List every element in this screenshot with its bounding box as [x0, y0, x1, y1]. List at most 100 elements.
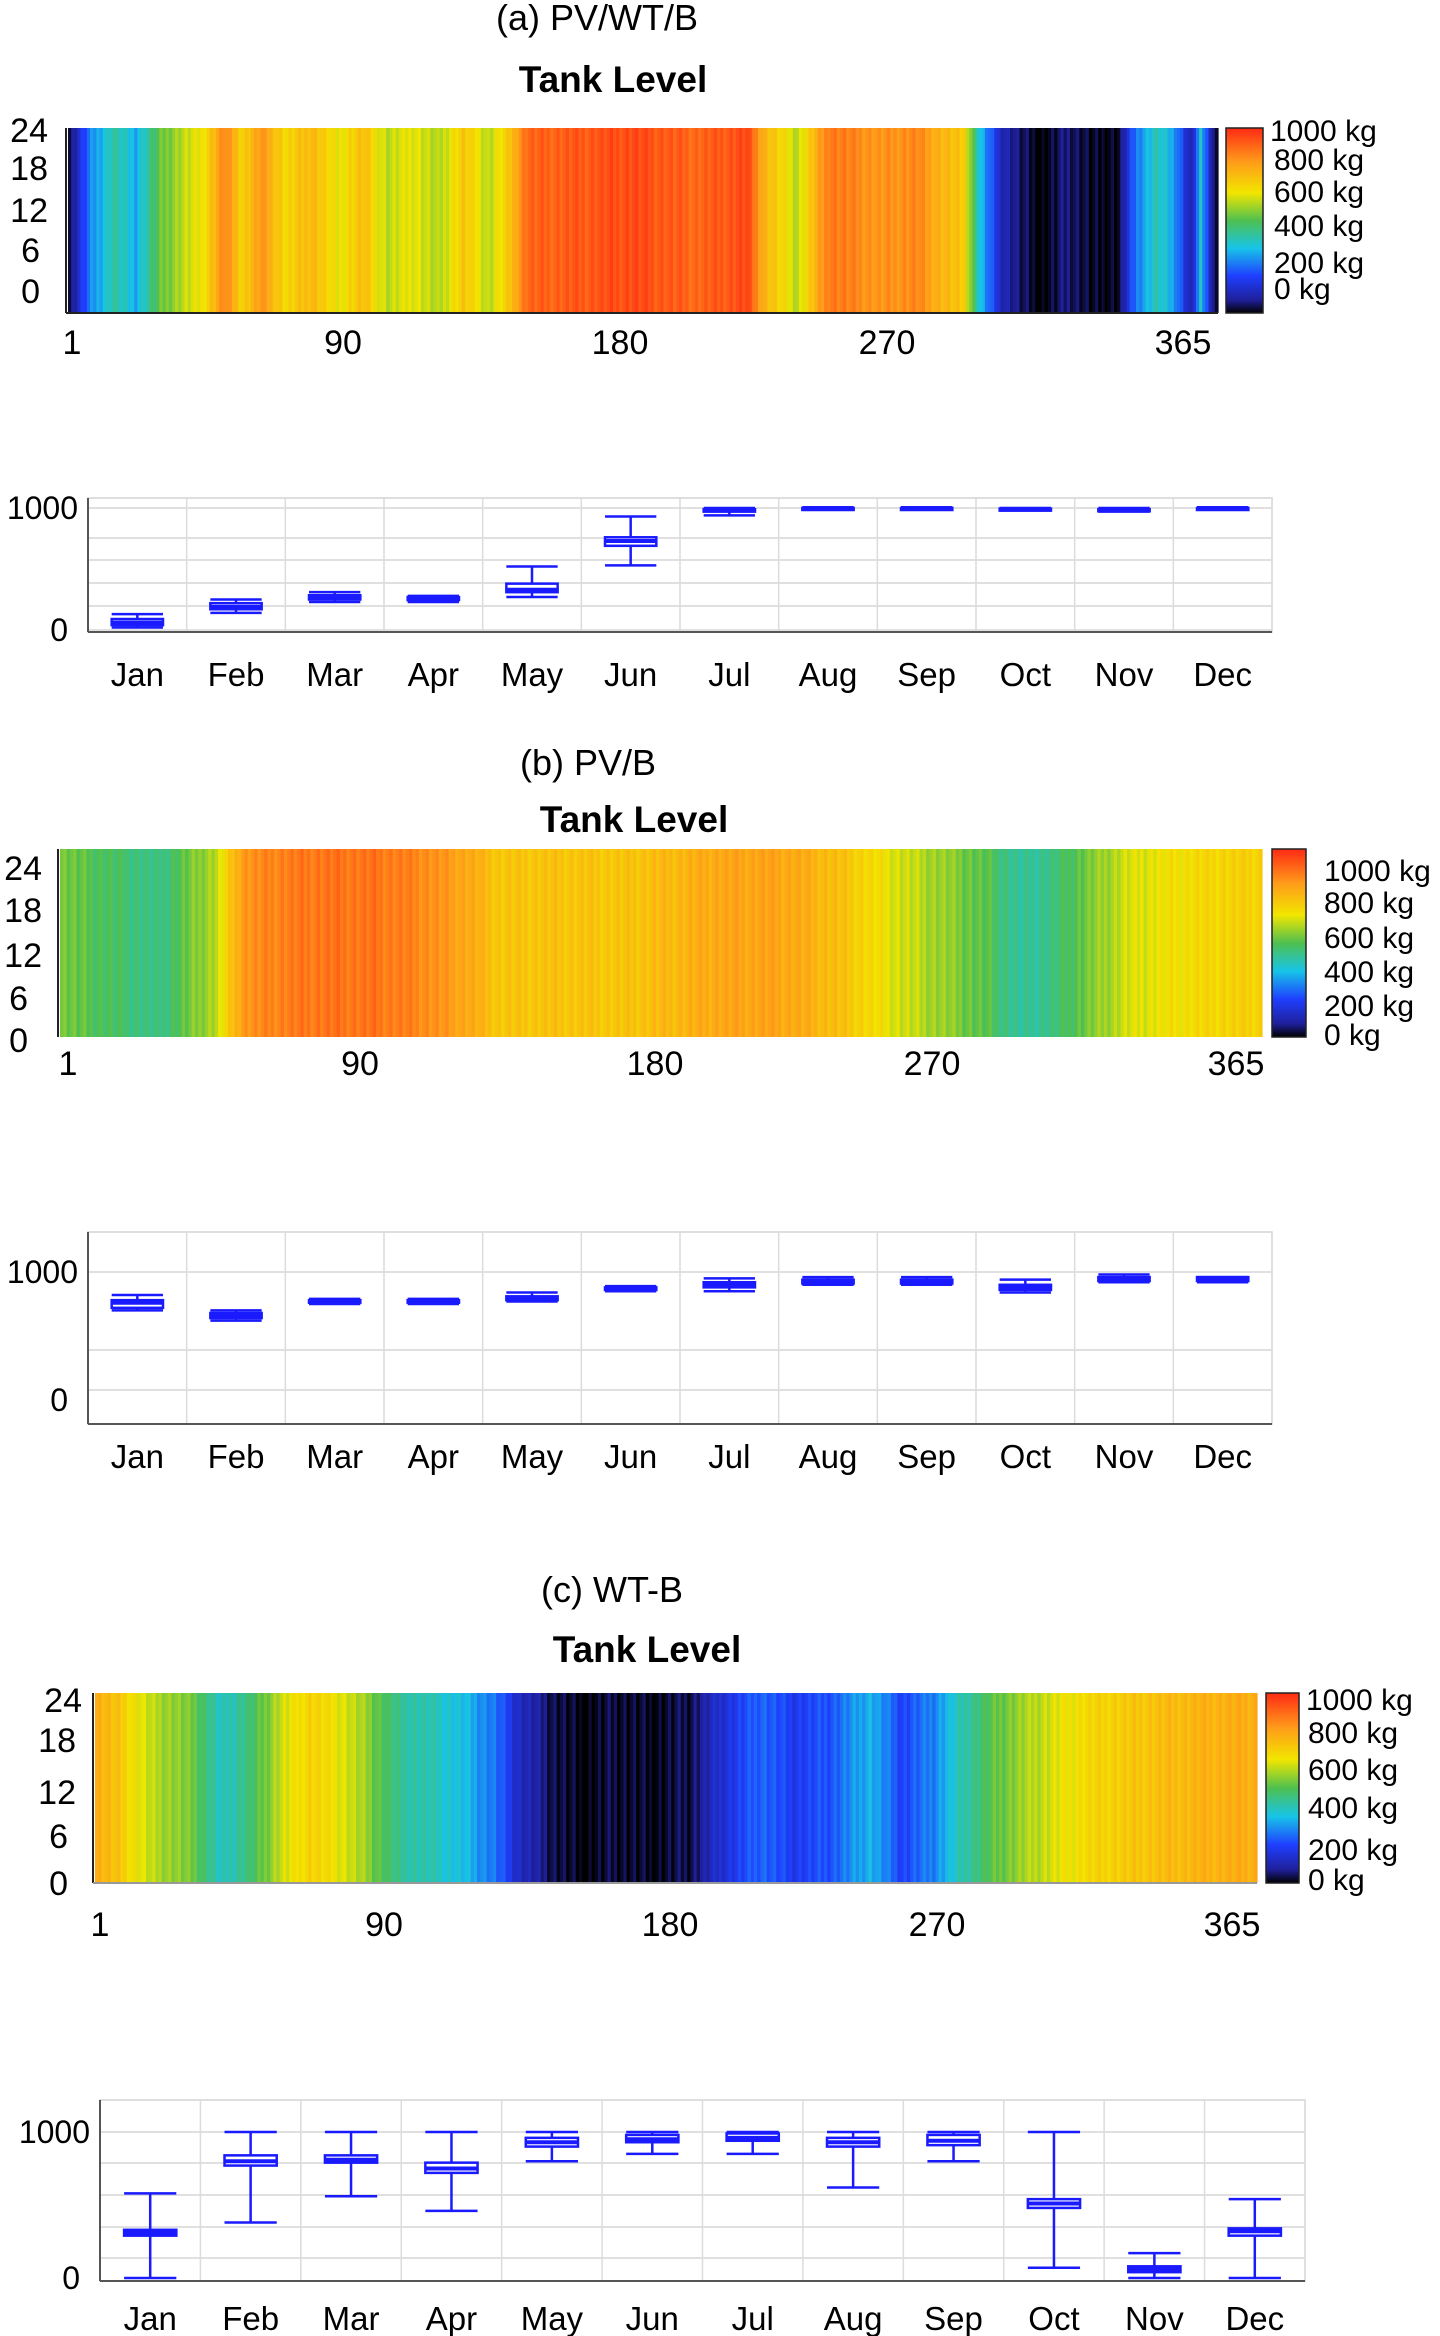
heatmap-day-stripe [544, 849, 548, 1037]
heatmap-day-stripe [101, 1693, 106, 1883]
heatmap-day-stripe [266, 1693, 271, 1883]
heatmap-day-stripe [906, 849, 911, 1037]
heatmap-day-stripe [200, 128, 205, 313]
heatmap-day-stripe [947, 128, 951, 313]
heatmap-day-stripe [865, 128, 869, 313]
colorbar-label: 1000 kg [1324, 855, 1431, 888]
heatmap-day-stripe [682, 128, 687, 313]
heatmap-day-stripe [446, 128, 450, 313]
heatmap-day-stripe [257, 128, 261, 313]
heatmap-day-stripe [1158, 1693, 1163, 1883]
heatmap-day-stripe [197, 128, 201, 313]
heatmap-day-stripe [190, 1693, 195, 1883]
heatmap-day-stripe [415, 849, 420, 1037]
heatmap-day-stripe [112, 128, 116, 313]
heatmap-day-stripe [559, 128, 564, 313]
y-tick: 12 [4, 937, 42, 975]
heatmap-day-stripe [79, 849, 84, 1037]
heatmap-day-stripe [171, 128, 176, 313]
heatmap-day-stripe [118, 128, 123, 313]
box-feb [209, 1309, 263, 1322]
heatmap-day-stripe [238, 128, 242, 313]
heatmap-day-stripe [1199, 128, 1203, 313]
month-label: Jul [708, 1438, 750, 1475]
heatmap-day-stripe [781, 849, 786, 1037]
heatmap-day-stripe [244, 849, 249, 1037]
heatmap-day-stripe [305, 1693, 309, 1883]
heatmap-day-stripe [1209, 849, 1214, 1037]
heatmap-day-stripe [394, 1693, 399, 1883]
heatmap-day-stripe [852, 128, 857, 313]
heatmap-day-stripe [802, 128, 806, 313]
heatmap-day-stripe [915, 128, 920, 313]
heatmap-day-stripe [687, 1693, 691, 1883]
heatmap-c-y-ticks: 0 6 12 18 24 [38, 1682, 82, 1903]
heatmap-day-stripe [1145, 1693, 1150, 1883]
heatmap-day-stripe [362, 849, 367, 1037]
heatmap-day-stripe [1080, 849, 1085, 1037]
heatmap-day-stripe [175, 849, 180, 1037]
heatmap-day-stripe [688, 128, 693, 313]
heatmap-day-stripe [613, 1693, 618, 1883]
x-tick: 90 [324, 324, 362, 362]
heatmap-day-stripe [833, 1693, 838, 1883]
heatmap-day-stripe [471, 128, 476, 313]
heatmap-day-stripe [326, 128, 331, 313]
month-label: Sep [897, 656, 956, 693]
heatmap-day-stripe [782, 1693, 787, 1883]
box-apr [406, 594, 461, 604]
heatmap-day-stripe [159, 128, 164, 313]
heatmap-day-stripe [336, 849, 341, 1037]
y-tick: 0 [50, 1382, 68, 1418]
colorbar-label: 400 kg [1324, 956, 1414, 989]
box-dec [1195, 506, 1250, 512]
heatmap-day-stripe [370, 128, 375, 313]
heatmap-day-stripe [814, 128, 819, 313]
heatmap-day-stripe [403, 1693, 408, 1883]
heatmap-day-stripe [1011, 1693, 1016, 1883]
heatmap-day-stripe [416, 1693, 421, 1883]
month-label: May [501, 656, 564, 693]
heatmap-day-stripe [1069, 1693, 1073, 1883]
heatmap-day-stripe [629, 849, 634, 1037]
box-jun [603, 1284, 658, 1293]
heatmap-day-stripe [776, 128, 781, 313]
heatmap-day-stripe [1234, 1693, 1239, 1883]
heatmap-day-stripe [1066, 128, 1071, 313]
heatmap-day-stripe [324, 1693, 328, 1883]
heatmap-day-stripe [480, 128, 485, 313]
heatmap-day-stripe [540, 849, 545, 1037]
box-nov [1097, 506, 1151, 513]
heatmap-day-stripe [575, 128, 580, 313]
heatmap-day-stripe [995, 1693, 1000, 1883]
heatmap-day-stripe [814, 849, 819, 1037]
heatmap-day-stripe [773, 128, 778, 313]
y-tick: 6 [21, 232, 40, 270]
heatmap-day-stripe [203, 128, 208, 313]
heatmap-day-stripe [1079, 128, 1084, 313]
heatmap-day-stripe [1057, 128, 1062, 313]
heatmap-day-stripe [400, 1693, 405, 1883]
box-aug [825, 2130, 881, 2189]
heatmap-day-stripe [1075, 1693, 1080, 1883]
heatmap-day-stripe [86, 849, 91, 1037]
colorbar-b [1271, 848, 1307, 1038]
heatmap-day-stripe [1222, 849, 1227, 1037]
heatmap-day-stripe [1110, 849, 1115, 1037]
heatmap-day-stripe [231, 128, 236, 313]
heatmap-day-stripe [972, 849, 977, 1037]
heatmap-day-stripe [458, 128, 463, 313]
colorbar-label: 0 kg [1324, 1019, 1381, 1052]
box-may [524, 2130, 580, 2163]
heatmap-day-stripe [728, 849, 733, 1037]
heatmap-day-stripe [1064, 849, 1069, 1037]
heatmap-day-stripe [378, 1693, 383, 1883]
heatmap-day-stripe [1228, 1693, 1233, 1883]
heatmap-day-stripe [326, 849, 331, 1037]
heatmap-day-stripe [387, 1693, 392, 1883]
heatmap-day-stripe [1132, 1693, 1137, 1883]
heatmap-day-stripe [951, 1693, 956, 1883]
heatmap-day-stripe [805, 128, 810, 313]
heatmap-day-stripe [745, 128, 750, 313]
month-label: Jan [111, 656, 164, 693]
